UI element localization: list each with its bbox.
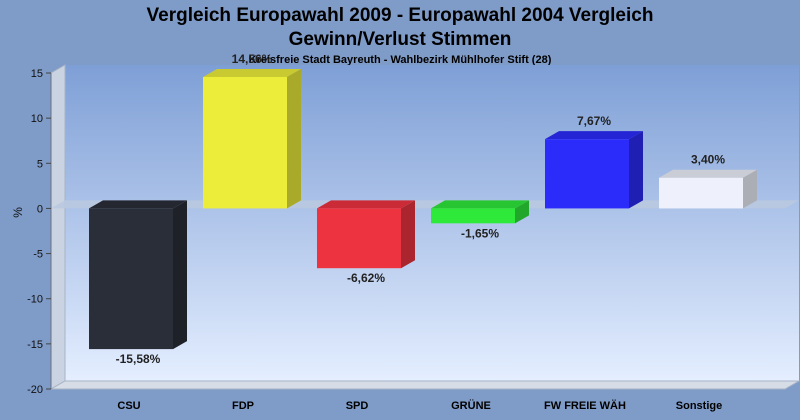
y-axis-label: %	[11, 207, 25, 218]
y-tick-label: -10	[27, 294, 43, 306]
chart-subtitle: Kreisfreie Stadt Bayreuth - Wahlbezirk M…	[248, 54, 552, 66]
bar-top	[317, 200, 415, 209]
category-label: CSU	[117, 400, 140, 412]
bar-front	[545, 139, 629, 209]
bar-sonstige	[659, 169, 757, 209]
bar-side	[287, 68, 301, 209]
y-tick-label: 10	[31, 113, 43, 125]
data-label: -1,65%	[461, 226, 499, 240]
bar-side	[401, 200, 415, 269]
bar-front	[89, 208, 173, 350]
category-label: Sonstige	[676, 400, 722, 412]
y-tick-label: -15	[27, 339, 43, 351]
y-axis: 15 10 5 0 -5 -10 -15 -20%	[11, 68, 52, 396]
bar-front	[203, 76, 287, 209]
bar-fw-freie-wäh	[545, 131, 643, 209]
category-label: FDP	[232, 400, 254, 412]
floor	[49, 380, 800, 390]
chart-title-line-1: Vergleich Europawahl 2009 - Europawahl 2…	[146, 5, 654, 26]
bar-top	[431, 200, 529, 209]
category-label: SPD	[346, 400, 369, 412]
bar-side	[515, 200, 529, 224]
bar-fdp	[203, 68, 301, 209]
data-labels: -15,58% 14,56% -6,62% -1,65% 7,67% 3,40%	[116, 52, 726, 366]
category-label: FW FREIE WÄH	[544, 399, 626, 412]
left-wall	[50, 64, 66, 390]
bar-front	[431, 208, 515, 224]
bar-top	[545, 131, 643, 140]
bar-top	[89, 200, 187, 209]
data-label: 7,67%	[577, 114, 611, 128]
category-label: GRÜNE	[451, 399, 491, 412]
y-tick-label: -20	[27, 384, 43, 396]
y-tick-label: 5	[37, 158, 43, 170]
bar-top	[659, 169, 757, 178]
y-tick-label: 15	[31, 68, 43, 80]
bar-grüne	[431, 200, 529, 224]
y-tick-label: 0	[37, 203, 43, 215]
data-label: 3,40%	[691, 153, 725, 167]
bar-side	[173, 200, 187, 350]
y-tick-label: -5	[33, 249, 43, 261]
bar-csu	[89, 200, 187, 350]
data-label: 14,56%	[232, 52, 273, 66]
chart-title-line-2: Gewinn/Verlust Stimmen	[288, 29, 512, 50]
bar-front	[317, 208, 401, 269]
bar-top	[203, 68, 301, 77]
data-label: -15,58%	[116, 352, 161, 366]
data-label: -6,62%	[347, 271, 385, 285]
bar-front	[659, 177, 743, 209]
bars	[89, 68, 757, 350]
bar-side	[743, 169, 757, 209]
x-axis: CSU FDP SPD GRÜNE FW FREIE WÄH Sonstige	[117, 399, 722, 412]
bar-side	[629, 131, 643, 209]
bar-spd	[317, 200, 415, 269]
